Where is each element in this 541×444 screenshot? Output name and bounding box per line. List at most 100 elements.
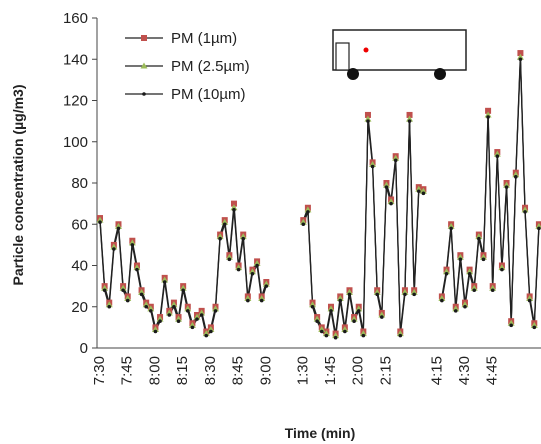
y-axis-title: Particle concentration (µg/m3) xyxy=(10,85,26,286)
marker xyxy=(403,292,407,297)
x-tick-label: 8:15 xyxy=(174,356,191,385)
marker xyxy=(527,298,532,303)
marker xyxy=(156,315,164,322)
legend-label: PM (1µm) xyxy=(171,30,237,47)
marker xyxy=(521,206,529,213)
marker xyxy=(507,319,515,326)
marker xyxy=(341,325,349,332)
marker xyxy=(225,253,233,260)
marker xyxy=(530,321,538,328)
marker xyxy=(161,276,169,283)
x-tick-label: 9:00 xyxy=(257,356,274,385)
marker xyxy=(384,185,389,189)
marker xyxy=(319,329,324,334)
y-tick-label: 160 xyxy=(63,10,88,27)
marker xyxy=(489,284,497,291)
marker xyxy=(406,115,414,122)
marker xyxy=(481,257,486,262)
marker xyxy=(532,325,537,330)
marker xyxy=(338,298,343,303)
marker xyxy=(523,210,527,214)
marker xyxy=(258,295,266,301)
marker xyxy=(188,321,196,328)
marker xyxy=(456,253,464,260)
x-tick-label: 4:15 xyxy=(428,356,445,385)
marker xyxy=(396,330,404,337)
marker xyxy=(255,263,259,268)
marker xyxy=(138,288,146,295)
x-tick-label: 8:30 xyxy=(202,356,219,385)
marker xyxy=(264,284,269,288)
marker xyxy=(222,222,227,227)
y-tick-label: 140 xyxy=(63,51,88,68)
marker xyxy=(479,253,487,260)
x-tick-label: 8:45 xyxy=(230,356,247,385)
marker xyxy=(401,288,409,295)
marker xyxy=(198,309,206,316)
marker xyxy=(490,288,495,293)
marker xyxy=(306,210,310,214)
marker xyxy=(102,288,107,293)
x-tick-label: 1:45 xyxy=(322,356,339,385)
marker xyxy=(101,284,109,291)
marker xyxy=(107,304,112,309)
marker xyxy=(185,309,190,313)
series-line xyxy=(99,59,540,338)
marker xyxy=(227,257,232,262)
marker xyxy=(500,267,504,272)
marker xyxy=(133,264,141,271)
marker xyxy=(190,325,195,330)
marker xyxy=(393,158,398,163)
marker xyxy=(142,301,150,308)
marker xyxy=(378,311,386,318)
sensor-dot xyxy=(363,47,369,53)
marker xyxy=(235,264,243,271)
marker xyxy=(213,309,218,313)
marker xyxy=(193,313,201,320)
marker xyxy=(415,185,423,192)
marker xyxy=(209,329,213,334)
marker xyxy=(195,317,199,321)
x-tick-label: 8:00 xyxy=(146,356,163,385)
legend-marker xyxy=(141,35,147,41)
marker xyxy=(149,309,153,313)
marker xyxy=(241,236,246,241)
marker xyxy=(327,305,335,312)
marker xyxy=(512,171,520,178)
marker xyxy=(322,330,330,337)
marker xyxy=(315,319,319,323)
marker xyxy=(112,247,116,251)
marker xyxy=(485,107,492,114)
marker xyxy=(239,233,247,240)
y-tick-label: 20 xyxy=(71,299,88,316)
bus-body xyxy=(332,29,467,71)
marker xyxy=(526,295,534,301)
marker xyxy=(110,243,118,250)
marker xyxy=(259,298,264,303)
marker xyxy=(352,319,356,323)
marker xyxy=(447,222,455,229)
marker xyxy=(176,319,181,323)
legend-label: PM (2.5µm) xyxy=(171,58,250,75)
marker xyxy=(410,288,418,295)
x-tick-label: 2:00 xyxy=(350,356,367,385)
marker xyxy=(119,284,127,291)
x-tick-label: 4:30 xyxy=(456,356,473,385)
marker xyxy=(204,333,209,338)
marker xyxy=(467,271,472,276)
legend-marker xyxy=(140,62,148,69)
marker xyxy=(407,119,412,123)
marker xyxy=(318,325,326,332)
marker xyxy=(463,304,467,309)
bus-icon xyxy=(332,29,467,80)
marker xyxy=(452,305,460,312)
marker xyxy=(125,298,130,303)
marker xyxy=(366,119,370,123)
marker xyxy=(350,315,358,322)
marker xyxy=(162,280,167,284)
marker xyxy=(253,259,261,266)
marker xyxy=(475,233,483,240)
marker xyxy=(98,220,102,224)
marker xyxy=(167,313,172,317)
x-tick-label: 2:15 xyxy=(377,356,394,385)
